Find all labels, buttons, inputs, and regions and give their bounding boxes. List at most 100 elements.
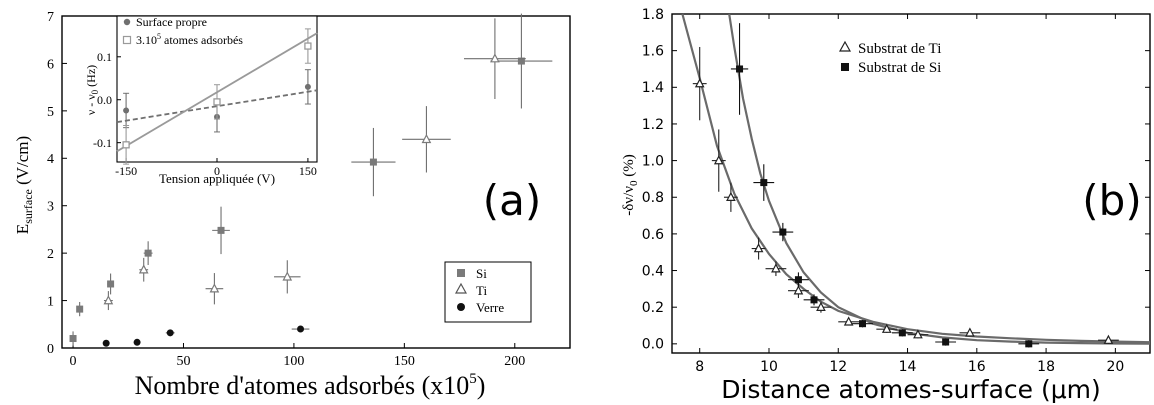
- y-tick-label: 6: [47, 57, 54, 72]
- x-tick-label: 12: [829, 359, 847, 375]
- x-tick-label: 50: [176, 354, 190, 369]
- x-tick-label: -150: [115, 164, 137, 178]
- y-tick-label: 7: [47, 10, 54, 25]
- y-tick-label: 1.6: [642, 44, 664, 60]
- data-point-substrat-de-ti: [881, 323, 892, 333]
- y-tick-label: 1.4: [642, 80, 664, 96]
- y-tick-label: 0: [47, 342, 54, 357]
- inset-ylabel: ν - ν0 (Hz): [84, 65, 100, 115]
- y-tick-label: 1.2: [642, 117, 664, 133]
- y-tick-label: 1: [47, 294, 54, 309]
- legend-ti-substrate-marker: [838, 40, 852, 52]
- panel-a-label: (a): [483, 176, 542, 225]
- panel-b-frame: [671, 13, 1151, 354]
- x-tick-label: 8: [695, 359, 704, 375]
- data-point-substrat-de-ti: [753, 243, 764, 253]
- y-tick-label: 0.6: [642, 227, 664, 243]
- x-tick-label: 20: [1106, 359, 1124, 375]
- panel-a-inset: -150 0 150 -0.1 0.0 0.1 Surface propre 3.105 …: [84, 15, 318, 186]
- y-tick-label: 1.8: [642, 7, 664, 23]
- legend-ti-marker: [454, 282, 468, 294]
- y-tick-label: 3: [47, 200, 54, 215]
- data-point-si: [107, 280, 115, 288]
- data-point-substrat-de-si: [810, 296, 818, 304]
- data-point-verre: [297, 325, 305, 333]
- data-point-si: [217, 226, 225, 234]
- data-point-si: [369, 158, 377, 166]
- y-tick-label: 0.0: [642, 337, 664, 353]
- data-point-substrat-de-ti: [793, 285, 804, 295]
- data-point-si: [144, 249, 152, 257]
- legend-verre-marker: [457, 303, 465, 311]
- data-point-si: [517, 57, 525, 65]
- panel-b-legend: Substrat de Ti Substrat de Si: [832, 36, 992, 80]
- y-tick-label: 0.1: [97, 50, 112, 64]
- y-tick-label: 0.8: [642, 190, 664, 206]
- x-tick-label: 0: [214, 164, 220, 178]
- legend-ti-substrate-label: Substrat de Ti: [858, 41, 941, 57]
- data-point-substrat-de-ti: [1103, 334, 1114, 344]
- inset-legend-clean-marker: [123, 18, 131, 26]
- x-tick-label: 14: [899, 359, 917, 375]
- y-tick-label: 2: [47, 247, 54, 262]
- data-point-3-10-5-atomes-adsorb-s: [122, 141, 130, 149]
- inset-xlabel: Tension appliquée (V): [159, 171, 275, 186]
- data-point-substrat-de-si: [779, 228, 787, 236]
- data-point-substrat-de-si: [1025, 340, 1033, 348]
- data-point-substrat-de-si: [760, 179, 768, 187]
- x-tick-label: 16: [968, 359, 986, 375]
- data-point-verre: [166, 329, 174, 337]
- x-tick-label: 0: [70, 354, 77, 369]
- data-point-substrat-de-si: [736, 65, 744, 73]
- legend-si-substrate-marker: [841, 63, 849, 71]
- data-point-substrat-de-ti: [965, 327, 975, 337]
- data-point-substrat-de-ti: [694, 78, 705, 88]
- data-point-substrat-de-ti: [713, 155, 724, 165]
- y-tick-label: 1.0: [642, 153, 664, 169]
- data-point-substrat-de-si: [942, 338, 950, 346]
- data-point-surface-propre: [304, 83, 311, 90]
- inset-legend-adsorbed-label: 3.105 atomes adsorbés: [136, 32, 243, 47]
- data-point-substrat-de-ti: [913, 329, 923, 339]
- data-point-ti: [490, 53, 500, 63]
- x-tick-label: 18: [1037, 359, 1055, 375]
- panel-b-ylabel: -δν/ν0 (%): [621, 154, 640, 216]
- fit-line-substrat-de-si: [728, 13, 1151, 345]
- y-tick-label: 0.4: [642, 263, 664, 279]
- inset-legend-adsorbed-marker: [122, 35, 132, 45]
- data-point-substrat-de-ti: [816, 301, 826, 311]
- panel-a-legend: Si Ti Verre: [444, 261, 532, 323]
- legend-verre-label: Verre: [476, 300, 504, 315]
- y-tick-label: 4: [47, 152, 54, 167]
- panel-a: 0 50 100 150 200 0 1 2 3 4 5 6 7 (a) Nombre d'atomes…: [13, 10, 571, 400]
- data-point-3-10-5-atomes-adsorb-s: [213, 98, 221, 106]
- data-point-verre: [133, 338, 141, 346]
- fit-line-surface-propre: [116, 89, 318, 123]
- x-tick-label: 150: [299, 164, 317, 178]
- x-tick-label: 150: [394, 354, 415, 369]
- panel-b-legend-box: [832, 36, 992, 80]
- data-point-ti: [103, 295, 114, 305]
- data-point-substrat-de-ti: [771, 263, 781, 273]
- panel-b-label: (b): [1082, 176, 1141, 225]
- data-point-verre: [102, 339, 110, 347]
- data-point-substrat-de-si: [898, 329, 906, 337]
- data-point-3-10-5-atomes-adsorb-s: [304, 42, 312, 50]
- legend-si-label: Si: [476, 266, 487, 281]
- data-point-ti: [209, 283, 220, 293]
- y-tick-label: 0.2: [642, 300, 664, 316]
- legend-si-marker: [457, 269, 465, 277]
- data-point-substrat-de-si: [859, 320, 867, 328]
- data-point-ti: [138, 264, 149, 274]
- fit-line-substrat-de-ti: [681, 13, 1151, 344]
- data-point-si: [69, 335, 77, 343]
- data-point-ti: [282, 271, 293, 281]
- legend-ti-label: Ti: [476, 283, 487, 298]
- y-tick-label: -0.1: [93, 136, 112, 150]
- legend-si-substrate-label: Substrat de Si: [858, 60, 941, 76]
- panel-b: 8 10 12 14 16 18 20 0.0 0.2 0.4 0.6 0.8 1.0 1.2 1.4 1.6…: [621, 7, 1151, 404]
- x-tick-label: 100: [283, 354, 304, 369]
- x-tick-label: 10: [760, 359, 778, 375]
- data-point-substrat-de-ti: [726, 191, 736, 201]
